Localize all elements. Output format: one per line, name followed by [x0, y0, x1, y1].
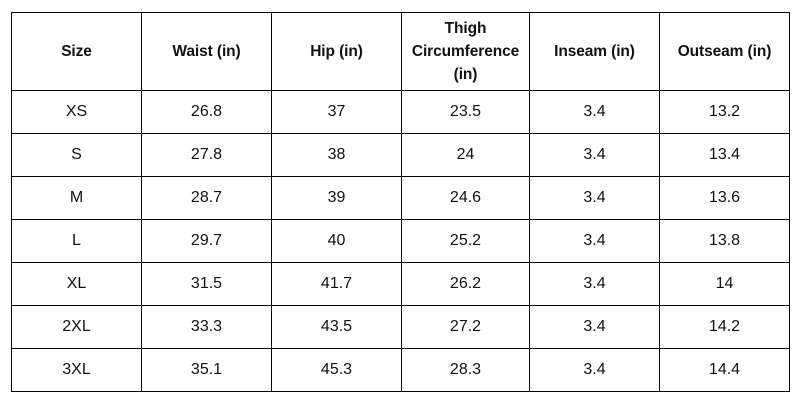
table-header: Size Waist (in) Hip (in) Thigh Circumfer… — [11, 12, 790, 91]
cell-thigh: 24 — [401, 133, 530, 177]
cell-thigh: 28.3 — [401, 348, 530, 392]
cell-size: 2XL — [11, 305, 142, 349]
table-row: 2XL 33.3 43.5 27.2 3.4 14.2 — [11, 305, 790, 349]
cell-waist: 27.8 — [141, 133, 272, 177]
cell-waist: 28.7 — [141, 176, 272, 220]
cell-hip: 41.7 — [271, 262, 402, 306]
header-waist: Waist (in) — [141, 12, 272, 91]
cell-size: 3XL — [11, 348, 142, 392]
table-row: L 29.7 40 25.2 3.4 13.8 — [11, 219, 790, 263]
cell-waist: 31.5 — [141, 262, 272, 306]
cell-hip: 45.3 — [271, 348, 402, 392]
cell-thigh: 26.2 — [401, 262, 530, 306]
cell-outseam: 14.2 — [659, 305, 790, 349]
cell-hip: 37 — [271, 90, 402, 134]
cell-size: M — [11, 176, 142, 220]
cell-hip: 38 — [271, 133, 402, 177]
size-chart-table: Size Waist (in) Hip (in) Thigh Circumfer… — [11, 12, 790, 392]
cell-inseam: 3.4 — [529, 176, 660, 220]
cell-thigh: 23.5 — [401, 90, 530, 134]
cell-thigh: 24.6 — [401, 176, 530, 220]
cell-inseam: 3.4 — [529, 219, 660, 263]
cell-hip: 39 — [271, 176, 402, 220]
header-hip: Hip (in) — [271, 12, 402, 91]
cell-inseam: 3.4 — [529, 262, 660, 306]
table-row: XL 31.5 41.7 26.2 3.4 14 — [11, 262, 790, 306]
table-row: M 28.7 39 24.6 3.4 13.6 — [11, 176, 790, 220]
cell-inseam: 3.4 — [529, 133, 660, 177]
cell-thigh: 27.2 — [401, 305, 530, 349]
cell-inseam: 3.4 — [529, 305, 660, 349]
header-outseam: Outseam (in) — [659, 12, 790, 91]
cell-waist: 29.7 — [141, 219, 272, 263]
table-row: XS 26.8 37 23.5 3.4 13.2 — [11, 90, 790, 134]
cell-outseam: 13.4 — [659, 133, 790, 177]
cell-hip: 40 — [271, 219, 402, 263]
cell-inseam: 3.4 — [529, 348, 660, 392]
cell-hip: 43.5 — [271, 305, 402, 349]
table-row: 3XL 35.1 45.3 28.3 3.4 14.4 — [11, 348, 790, 392]
cell-outseam: 13.6 — [659, 176, 790, 220]
cell-outseam: 14 — [659, 262, 790, 306]
cell-size: S — [11, 133, 142, 177]
header-row: Size Waist (in) Hip (in) Thigh Circumfer… — [11, 12, 790, 91]
table-row: S 27.8 38 24 3.4 13.4 — [11, 133, 790, 177]
cell-thigh: 25.2 — [401, 219, 530, 263]
header-thigh-circumference: Thigh Circumference (in) — [401, 12, 530, 91]
cell-waist: 33.3 — [141, 305, 272, 349]
cell-size: XL — [11, 262, 142, 306]
cell-size: XS — [11, 90, 142, 134]
header-inseam: Inseam (in) — [529, 12, 660, 91]
cell-waist: 26.8 — [141, 90, 272, 134]
cell-outseam: 14.4 — [659, 348, 790, 392]
table-body: XS 26.8 37 23.5 3.4 13.2 S 27.8 38 24 3.… — [11, 90, 790, 392]
cell-size: L — [11, 219, 142, 263]
cell-outseam: 13.8 — [659, 219, 790, 263]
cell-inseam: 3.4 — [529, 90, 660, 134]
cell-waist: 35.1 — [141, 348, 272, 392]
header-size: Size — [11, 12, 142, 91]
cell-outseam: 13.2 — [659, 90, 790, 134]
